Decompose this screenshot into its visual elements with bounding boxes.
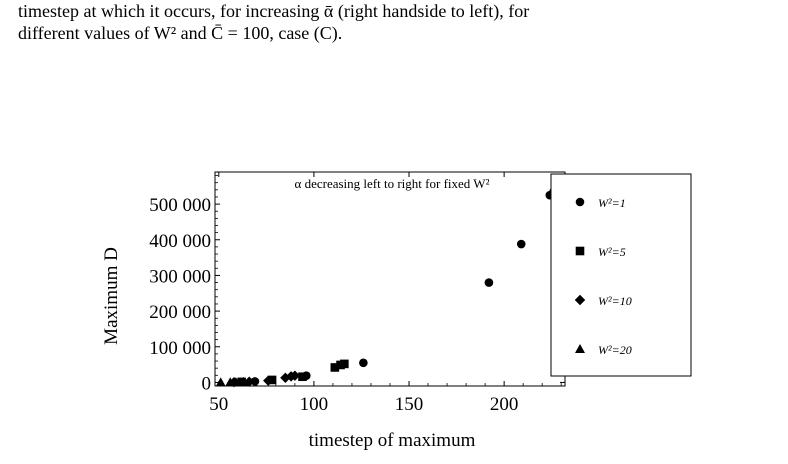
y-tick-label: 200 000 [149, 302, 211, 323]
x-axis-label: timestep of maximum [309, 430, 476, 451]
legend-box [550, 173, 692, 377]
data-point-circle [484, 278, 494, 287]
x-tick-label: 50 [209, 394, 228, 415]
y-tick-label: 300 000 [149, 266, 211, 287]
data-point-square [330, 363, 340, 372]
y-tick-label: 400 000 [149, 231, 211, 252]
x-tick-label: 100 [300, 394, 329, 415]
chart-title: α decreasing left to right for fixed W² [295, 176, 490, 191]
legend-label: W²=10 [598, 294, 632, 308]
caption-line-1: timestep at which it occurs, for increas… [18, 1, 530, 21]
y-tick-label: 0 [202, 373, 212, 394]
data-point-square [298, 372, 307, 382]
data-point-triangle [230, 377, 241, 387]
legend-label: W²=1 [598, 196, 626, 210]
legend-marker-diamond [574, 294, 586, 306]
x-tick-label: 200 [490, 394, 519, 415]
legend-marker-circle [575, 197, 585, 207]
data-points [215, 187, 558, 388]
legend: W²=1 W²=5 W²=10 W²=20 [550, 173, 692, 377]
legend-marker-triangle [575, 344, 585, 353]
data-point-circle [250, 377, 260, 386]
legend-marker-square [575, 246, 585, 256]
y-tick-label: 100 000 [149, 338, 211, 359]
data-point-triangle [215, 377, 226, 387]
legend-label: W²=5 [598, 245, 626, 259]
data-point-circle [516, 239, 526, 249]
data-point-circle [359, 358, 368, 368]
x-tick-label: 150 [395, 394, 424, 415]
plot-frame [214, 171, 566, 387]
data-point-square [340, 359, 349, 369]
figure-caption: timestep at which it occurs, for increas… [18, 0, 778, 44]
data-point-triangle [238, 376, 249, 386]
y-tick-label: 500 000 [149, 195, 211, 216]
plot-area [214, 171, 566, 387]
y-axis-label: Maximum D [101, 247, 122, 345]
legend-label: W²=20 [598, 343, 632, 357]
axis-ticks: 50 100 150 200 0 100 000 200 000 300 000 400 000… [149, 172, 565, 415]
caption-line-2: different values of W² and C̄ = 100, cas… [18, 23, 343, 43]
data-point-diamond [263, 375, 274, 386]
data-point-diamond [289, 370, 301, 381]
